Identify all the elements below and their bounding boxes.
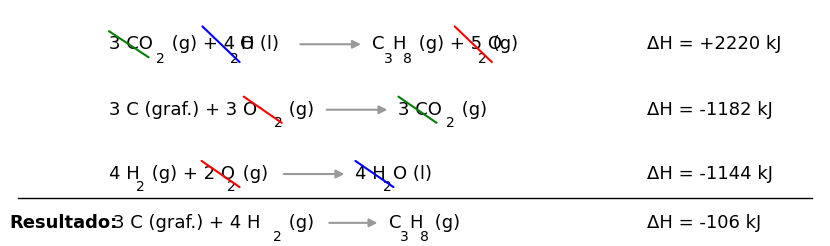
Text: O (l): O (l) [240, 35, 279, 53]
Text: 2: 2 [273, 230, 281, 244]
Text: O (l): O (l) [393, 165, 432, 183]
Text: 8: 8 [420, 230, 429, 244]
Text: 3 CO: 3 CO [109, 35, 153, 53]
Text: 4 H: 4 H [109, 165, 139, 183]
Text: (g) + 5 O: (g) + 5 O [413, 35, 501, 53]
Text: 2: 2 [446, 116, 454, 130]
Text: (g): (g) [487, 35, 518, 53]
Text: 2: 2 [230, 51, 238, 65]
Text: (g): (g) [429, 214, 460, 232]
Text: 3 CO: 3 CO [398, 101, 442, 119]
Text: (g): (g) [284, 101, 315, 119]
Text: (g) + 4 H: (g) + 4 H [166, 35, 254, 53]
Text: ΔH = -1182 kJ: ΔH = -1182 kJ [647, 101, 773, 119]
Text: (g): (g) [237, 165, 268, 183]
Text: H: H [393, 35, 406, 53]
Text: 8: 8 [403, 51, 413, 65]
Text: 2: 2 [136, 180, 145, 194]
Text: (g): (g) [456, 101, 486, 119]
Text: ΔH = -1144 kJ: ΔH = -1144 kJ [647, 165, 773, 183]
Text: 2: 2 [227, 180, 236, 194]
Text: 3: 3 [400, 230, 409, 244]
Text: (g) + 2 O: (g) + 2 O [146, 165, 235, 183]
Text: 2: 2 [478, 51, 486, 65]
Text: C: C [388, 214, 401, 232]
Text: H: H [409, 214, 422, 232]
Text: C: C [372, 35, 384, 53]
Text: 3 C (graf.) + 4 H: 3 C (graf.) + 4 H [113, 214, 261, 232]
Text: Resultado:: Resultado: [10, 214, 118, 232]
Text: 2: 2 [156, 51, 165, 65]
Text: 3: 3 [383, 51, 393, 65]
Text: (g): (g) [283, 214, 314, 232]
Text: ΔH = +2220 kJ: ΔH = +2220 kJ [647, 35, 781, 53]
Text: 2: 2 [383, 180, 392, 194]
Text: ΔH = -106 kJ: ΔH = -106 kJ [647, 214, 761, 232]
Text: 4 H: 4 H [355, 165, 386, 183]
Text: 2: 2 [274, 116, 282, 130]
Text: 3 C (graf.) + 3 O: 3 C (graf.) + 3 O [109, 101, 257, 119]
